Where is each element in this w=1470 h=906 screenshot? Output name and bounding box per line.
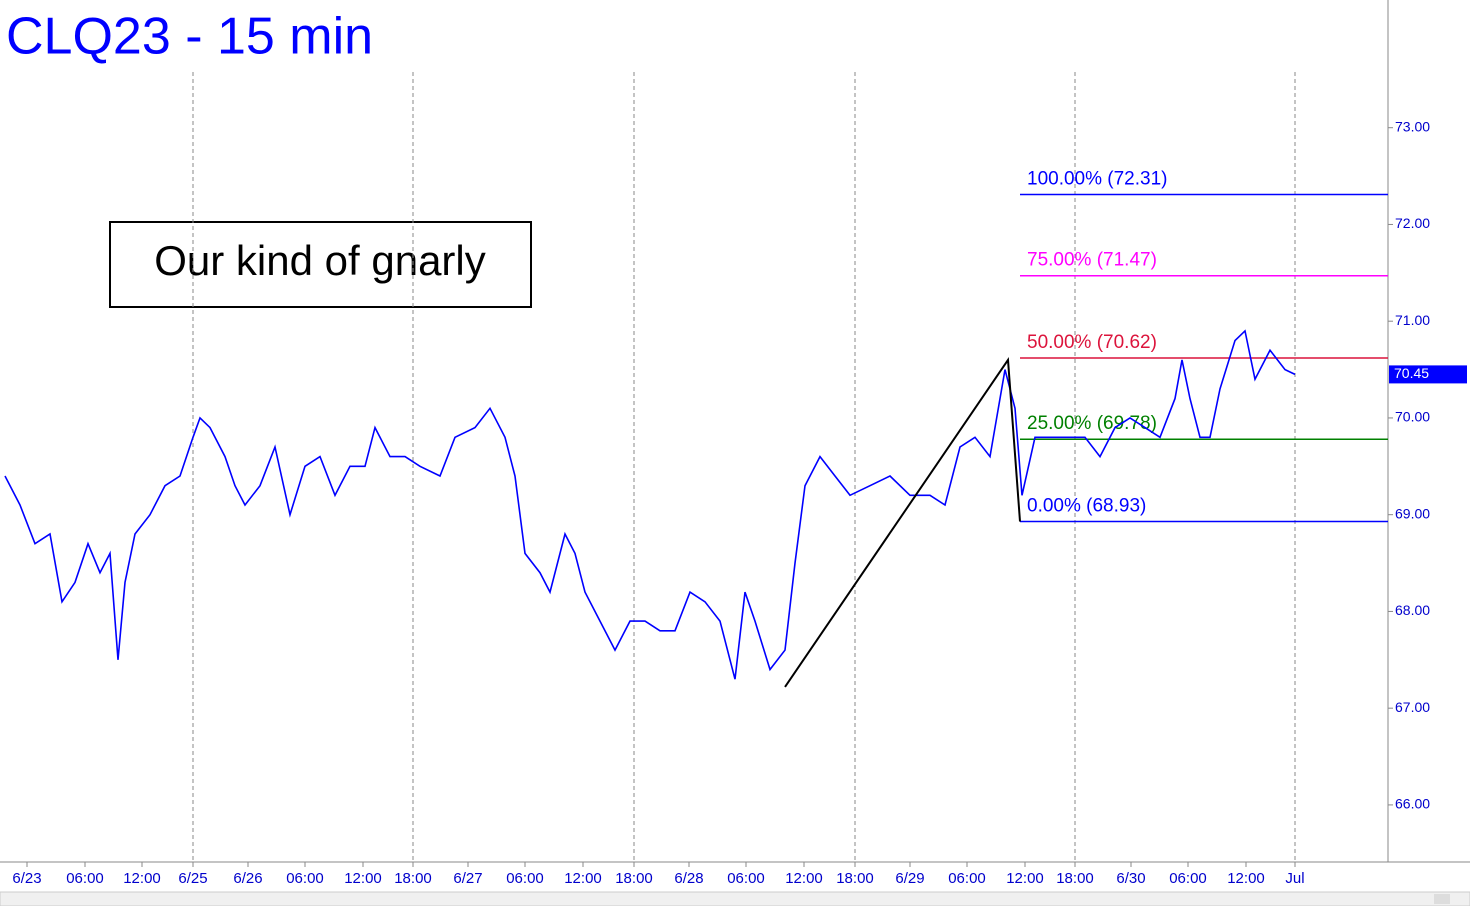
x-tick-label: 18:00	[836, 870, 874, 887]
annotation: Our kind of gnarly	[154, 237, 486, 284]
last-price-label: 70.45	[1394, 365, 1429, 381]
fib-label: 0.00% (68.93)	[1027, 495, 1146, 516]
scrollbar[interactable]	[0, 891, 1470, 906]
x-tick-label: 12:00	[785, 870, 823, 887]
x-tick-label: 18:00	[1056, 870, 1094, 887]
x-tick-label: 06:00	[286, 870, 324, 887]
fib-label: 75.00% (71.47)	[1027, 250, 1157, 271]
x-tick-label: 18:00	[394, 870, 432, 887]
y-tick-label: 71.00	[1395, 312, 1430, 328]
annotation-box	[109, 221, 532, 308]
x-tick-label: 06:00	[66, 870, 104, 887]
y-tick-label: 67.00	[1395, 699, 1430, 715]
x-tick-label: 6/26	[233, 870, 262, 887]
y-tick-label: 68.00	[1395, 602, 1430, 618]
y-tick-label: 66.00	[1395, 796, 1430, 812]
x-tick-label: 12:00	[564, 870, 602, 887]
y-tick-label: 72.00	[1395, 215, 1430, 231]
price-line	[4, 329, 1296, 680]
x-tick-label: 18:00	[615, 870, 653, 887]
x-tick-label: 06:00	[727, 870, 765, 887]
x-tick-label: 12:00	[344, 870, 382, 887]
last-price-box	[1389, 365, 1467, 384]
fib-label: 25.00% (69.78)	[1027, 413, 1157, 434]
fib-label: 100.00% (72.31)	[1027, 168, 1168, 189]
x-tick-label: 12:00	[1227, 870, 1265, 887]
fib-label: 50.00% (70.62)	[1027, 332, 1157, 353]
scroll-thumb[interactable]	[1434, 894, 1450, 904]
y-tick-label: 73.00	[1395, 118, 1430, 134]
x-tick-label: 12:00	[1006, 870, 1044, 887]
x-tick-label: 6/28	[674, 870, 703, 887]
x-tick-label: 06:00	[506, 870, 544, 887]
x-tick-label: 12:00	[123, 870, 161, 887]
x-tick-label: Jul	[1285, 870, 1304, 887]
x-tick-label: 6/25	[178, 870, 207, 887]
y-tick-label: 69.00	[1395, 505, 1430, 521]
x-tick-label: 06:00	[1169, 870, 1207, 887]
x-tick-label: 6/29	[895, 870, 924, 887]
chart-title: CLQ23 - 15 min	[6, 8, 373, 66]
x-tick-label: 06:00	[948, 870, 986, 887]
y-tick-label: 70.00	[1395, 409, 1430, 425]
x-tick-label: 6/23	[12, 870, 41, 887]
x-tick-label: 6/27	[453, 870, 482, 887]
x-tick-label: 6/30	[1116, 870, 1145, 887]
pattern-line	[784, 356, 1021, 688]
